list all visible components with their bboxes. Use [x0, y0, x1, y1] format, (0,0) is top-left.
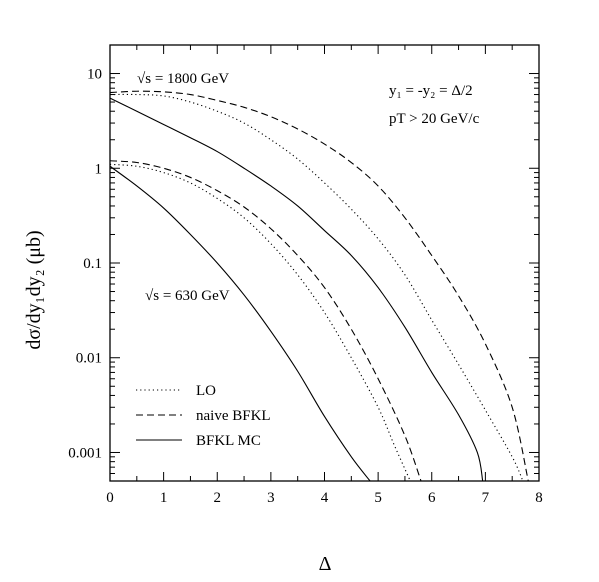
- series-line-1800-solid: [109, 97, 484, 482]
- rapidity-label: y₁ = -y₂ = Δ/2: [389, 83, 473, 99]
- y-tick-label: 10: [87, 67, 102, 83]
- legend-label-bfkl-mc: BFKL MC: [196, 433, 261, 449]
- energy-1800-label: √s = 1800 GeV: [137, 71, 229, 87]
- x-tick-label: 1: [160, 490, 168, 506]
- x-tick-label: 7: [482, 490, 490, 506]
- legend: LO naive BFKL BFKL MC: [136, 383, 271, 449]
- y-tick-label: 0.1: [83, 256, 102, 272]
- x-tick-label: 8: [535, 490, 543, 506]
- energy-630-label: √s = 630 GeV: [145, 288, 230, 304]
- y-tick-label: 0.001: [68, 445, 102, 461]
- series-lines: [109, 90, 529, 482]
- series-line-630-dashed: [109, 160, 422, 482]
- x-tick-label: 2: [214, 490, 222, 506]
- series-line-1800-dashed: [109, 90, 529, 482]
- series-line-630-solid: [109, 165, 371, 482]
- x-tick-label: 0: [106, 490, 114, 506]
- y-tick-labels: 10 1 0.1 0.01 0.001: [68, 67, 102, 462]
- y-tick-label: 0.01: [76, 351, 102, 367]
- x-tick-label: 6: [428, 490, 436, 506]
- plot-frame: [109, 44, 540, 482]
- series-line-1800-dotted: [109, 93, 524, 482]
- x-tick-label: 3: [267, 490, 275, 506]
- y-tick-label: 1: [95, 161, 103, 177]
- legend-label-lo: LO: [196, 383, 216, 399]
- x-axis-title: Δ: [319, 553, 332, 575]
- legend-label-naive-bfkl: naive BFKL: [196, 408, 271, 424]
- x-tick-labels: 0 1 2 3 4 5 6 7 8: [106, 490, 543, 506]
- y-axis-title: dσ/dy₁dy₂ (μb): [23, 230, 45, 349]
- pt-cut-label: pT > 20 GeV/c: [389, 111, 480, 127]
- x-tick-label: 4: [321, 490, 329, 506]
- x-tick-label: 5: [374, 490, 382, 506]
